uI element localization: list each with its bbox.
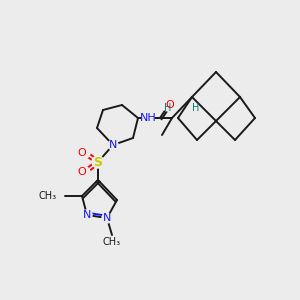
Text: O: O [166,100,174,110]
Text: H: H [164,103,172,113]
Circle shape [142,112,154,124]
Text: NH: NH [140,113,156,123]
Text: N: N [109,140,117,150]
Circle shape [80,148,90,158]
Circle shape [82,210,92,220]
Text: O: O [78,148,86,158]
Circle shape [102,213,112,223]
Circle shape [92,156,104,168]
Text: CH₃: CH₃ [103,237,121,247]
Text: N: N [83,210,91,220]
Text: S: S [94,155,103,169]
Text: N: N [103,213,111,223]
Text: CH₃: CH₃ [39,191,57,201]
Circle shape [108,140,118,150]
Circle shape [80,167,90,177]
Text: H: H [192,103,200,113]
Text: O: O [78,167,86,177]
Circle shape [163,101,173,111]
